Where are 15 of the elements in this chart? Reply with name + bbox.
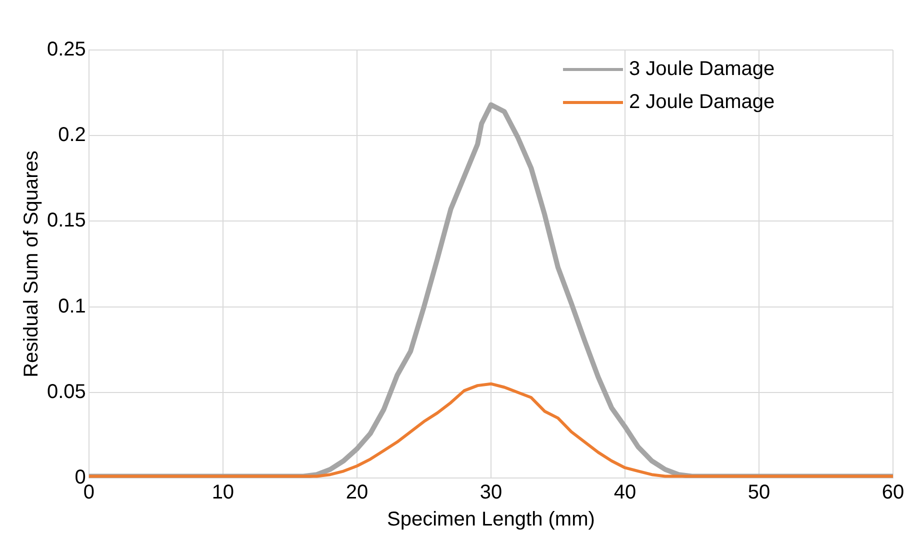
x-axis-title: Specimen Length (mm) — [387, 508, 595, 531]
x-tick-label: 30 — [480, 482, 502, 504]
legend-label: 3 Joule Damage — [629, 58, 775, 81]
x-tick-label: 40 — [614, 482, 636, 504]
y-tick-label: 0.1 — [58, 295, 86, 318]
y-tick-label: 0.25 — [46, 38, 86, 61]
y-tick-label: 0.2 — [58, 124, 86, 146]
x-tick-label: 50 — [748, 482, 770, 504]
y-tick-label: 0.05 — [46, 380, 86, 403]
y-axis-title: Residual Sum of Squares — [20, 150, 43, 378]
x-tick-label: 60 — [882, 482, 904, 504]
x-tick-label: 20 — [346, 482, 368, 504]
legend-label: 2 Joule Damage — [629, 91, 775, 114]
y-tick-label: 0.15 — [46, 210, 86, 232]
x-tick-label: 10 — [212, 482, 234, 504]
